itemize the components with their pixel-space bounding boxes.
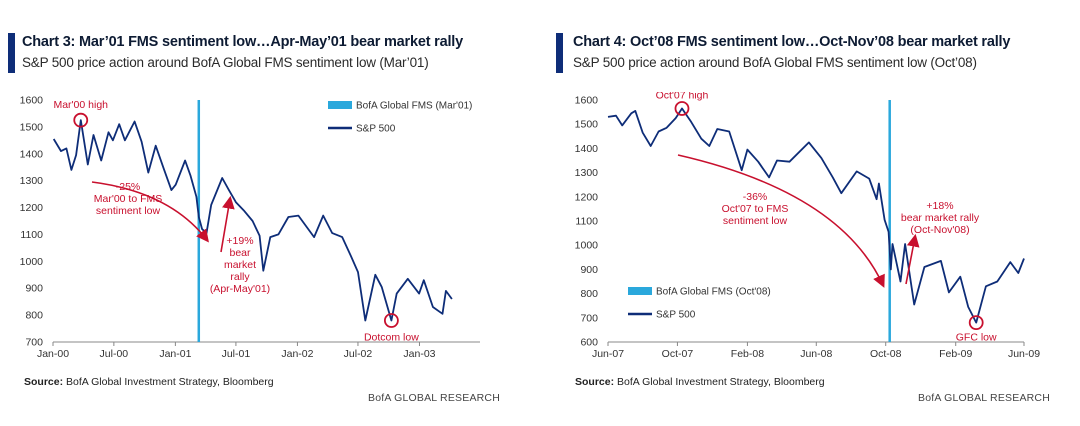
footer-brand: BofA GLOBAL RESEARCH (368, 392, 500, 404)
chart-3-panel: Chart 3: Mar’01 FMS sentiment low…Apr-Ma… (8, 33, 500, 404)
y-tick-label: 900 (25, 283, 43, 295)
annotation-circle (73, 112, 89, 128)
x-tick-label: Jun-09 (1008, 348, 1040, 360)
chart-subtitle: S&P 500 price action around BofA Global … (22, 55, 429, 70)
legend-swatch-fms (328, 101, 352, 109)
legend-label-fms: BofA Global FMS (Mar'01) (356, 101, 472, 112)
x-tick-label: Jun-08 (800, 348, 832, 360)
annotation-label: -25% (116, 181, 141, 193)
y-tick-label: 1600 (575, 95, 599, 107)
annotation-label: Oct'07 high (656, 92, 709, 101)
annotation-circle (383, 313, 399, 328)
chart-4-panel: Chart 4: Oct’08 FMS sentiment low…Oct-No… (540, 0, 1080, 426)
y-tick-label: 1000 (20, 256, 44, 268)
y-tick-label: 700 (25, 337, 43, 349)
legend-swatch-fms (628, 287, 652, 295)
x-tick-label: Oct-07 (662, 348, 694, 360)
title-accent-bar (556, 33, 563, 73)
annotation-label: Mar'00 to FMS (94, 193, 163, 205)
title-accent-bar (8, 33, 15, 73)
source-label: Source: (575, 376, 615, 388)
rally-arrow (905, 233, 920, 285)
annotation-label: Dotcom low (364, 331, 419, 343)
x-tick-label: Jul-00 (100, 348, 129, 360)
x-tick-label: Oct-08 (870, 348, 902, 360)
source-text: BofA Global Investment Strategy, Bloombe… (614, 376, 825, 388)
source-note: Source: BofA Global Investment Strategy,… (24, 376, 274, 388)
annotation-label: +18% (926, 200, 953, 212)
y-tick-label: 1600 (20, 95, 44, 107)
sp500-series-line (607, 107, 1025, 324)
decline-arrow (91, 181, 209, 243)
y-tick-label: 600 (580, 337, 598, 349)
annotation-circle (968, 315, 984, 331)
annotation-label: Mar'00 high (53, 99, 108, 111)
y-tick-label: 1300 (575, 167, 599, 179)
sp500-series-line (52, 119, 453, 322)
y-tick-label: 1400 (575, 143, 599, 155)
annotation-label: -36% (743, 191, 768, 203)
chart-subtitle: S&P 500 price action around BofA Global … (573, 55, 977, 70)
y-tick-label: 1300 (20, 175, 44, 187)
rally-arrow (220, 195, 235, 253)
x-tick-label: Jan-01 (159, 348, 191, 360)
x-tick-label: Feb-08 (731, 348, 764, 360)
annotation-label: rally (230, 271, 250, 283)
source-note: Source: BofA Global Investment Strategy,… (575, 376, 825, 388)
legend-label-sp500: S&P 500 (656, 310, 696, 321)
y-tick-label: 1500 (575, 119, 599, 131)
decline-arrow (677, 154, 885, 288)
y-tick-label: 1000 (575, 240, 599, 252)
chart-title: Chart 3: Mar’01 FMS sentiment low…Apr-Ma… (22, 34, 464, 50)
y-tick-label: 900 (580, 264, 598, 276)
x-tick-label: Jul-02 (344, 348, 373, 360)
annotation-circle (674, 101, 690, 116)
y-tick-label: 700 (580, 312, 598, 324)
legend-label-fms: BofA Global FMS (Oct'08) (656, 287, 771, 298)
annotation-label: bear market rally (901, 212, 980, 224)
x-tick-label: Jul-01 (222, 348, 251, 360)
source-text: BofA Global Investment Strategy, Bloombe… (63, 376, 274, 388)
annotation-label: GFC low (956, 332, 997, 344)
annotation-label: sentiment low (96, 205, 161, 217)
annotation-label: market (224, 259, 256, 271)
y-tick-label: 800 (25, 310, 43, 322)
y-tick-label: 1400 (20, 148, 44, 160)
y-tick-label: 1200 (20, 202, 44, 214)
y-tick-label: 800 (580, 288, 598, 300)
x-tick-label: Jan-03 (403, 348, 435, 360)
annotation-label: (Oct-Nov'08) (910, 224, 969, 236)
y-tick-label: 1500 (20, 121, 44, 133)
x-tick-label: Jan-02 (281, 348, 313, 360)
y-tick-label: 1100 (20, 229, 43, 241)
annotation-label: (Apr-May'01) (210, 283, 270, 295)
x-tick-label: Jun-07 (592, 348, 624, 360)
y-tick-label: 1200 (575, 191, 599, 203)
line-chart: 700 800 900 1000 1100 1200 1300 1400 1500 1600 Jan… (20, 95, 480, 360)
line-chart: 600 700 800 900 1000 1100 1200 1300 1400 1500 1600… (575, 92, 1041, 360)
y-tick-label: 1100 (575, 216, 598, 228)
legend-label-sp500: S&P 500 (356, 124, 396, 135)
annotation-label: +19% (226, 235, 253, 247)
x-tick-label: Jan-00 (37, 348, 69, 360)
footer-brand: BofA GLOBAL RESEARCH (918, 392, 1050, 404)
x-tick-label: Feb-09 (939, 348, 972, 360)
annotation-label: sentiment low (723, 215, 788, 227)
source-label: Source: (24, 376, 64, 388)
chart-title: Chart 4: Oct’08 FMS sentiment low…Oct-No… (573, 34, 1011, 50)
annotation-label: Oct'07 to FMS (722, 203, 789, 215)
annotation-label: bear (229, 247, 251, 259)
